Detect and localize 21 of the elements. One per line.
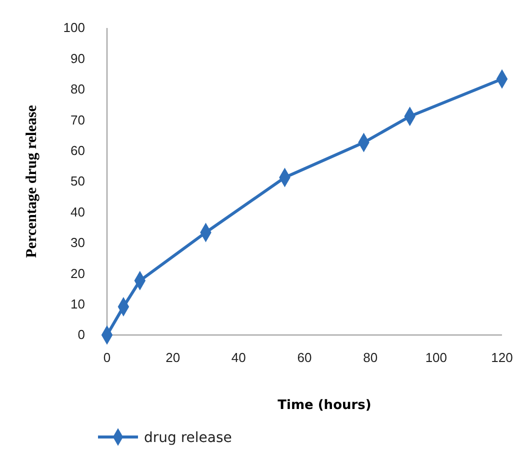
- x-tick-label: 40: [231, 350, 246, 366]
- y-tick-label: 0: [78, 327, 85, 342]
- x-tick-label: 20: [166, 350, 180, 366]
- x-tick-label: 60: [297, 350, 312, 366]
- x-tick-label: 120: [491, 350, 513, 366]
- y-tick-label: 40: [70, 204, 85, 220]
- y-tick-label: 100: [63, 20, 85, 36]
- x-tick-label: 80: [363, 350, 378, 366]
- legend-label: drug release: [144, 430, 232, 446]
- y-tick-label: 10: [70, 296, 85, 312]
- y-tick-label: 50: [70, 174, 85, 189]
- x-tick-label: 100: [425, 350, 448, 366]
- y-tick-label: 60: [70, 142, 85, 158]
- x-tick-label: 0: [103, 350, 111, 366]
- x-axis-title: Time (hours): [278, 398, 372, 413]
- y-tick-label: 90: [70, 50, 85, 66]
- y-tick-label: 70: [70, 112, 85, 128]
- y-tick-label: 20: [70, 266, 85, 281]
- y-axis-title: Percentage drug release: [24, 104, 40, 258]
- y-tick-label: 80: [70, 82, 85, 97]
- y-tick-label: 30: [70, 235, 85, 250]
